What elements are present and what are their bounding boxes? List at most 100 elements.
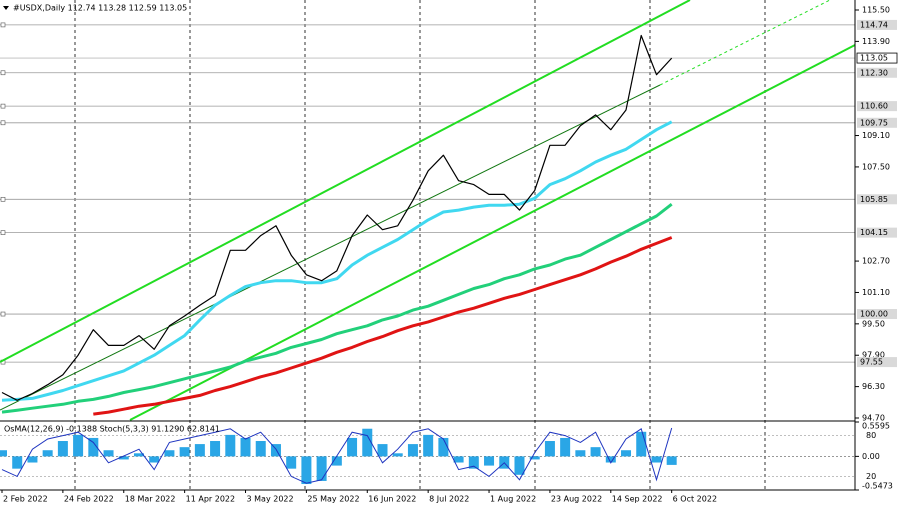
channel-upper [0,0,691,363]
plot [0,34,855,485]
osma-bar [12,456,23,469]
x-tick-label: 14 Sep 2022 [612,495,663,504]
series-line [1,34,673,401]
osma-bar [164,450,175,457]
y-tick-label: 94.70 [862,414,885,423]
series-line [93,236,673,416]
y-tick-label: 101.10 [862,288,890,297]
x-tick-label: 2 Feb 2022 [3,495,48,504]
current-price-box: 113.05 [856,52,898,64]
osma-bar [316,456,327,481]
level-label: 104.15 [860,228,888,237]
osma-bar [423,434,434,457]
y-tick-label: 102.70 [862,257,890,266]
x-tick-label: 6 Oct 2022 [673,495,717,504]
osma-bar [73,434,84,457]
osma-bar [377,444,388,457]
osma-bar [179,447,190,457]
x-tick-label: 3 May 2022 [247,495,294,504]
osma-bar [636,431,647,457]
osma-bar [392,453,403,457]
trend-mid-ext [659,0,831,86]
level-marker [0,120,6,126]
x-tick-label: 16 Jun 2022 [368,495,416,504]
y-tick-label: -0.5473 [862,482,893,491]
osma-bar [255,441,266,457]
level-marker [0,22,6,28]
osma-bar [270,444,281,457]
level-label-box: 110.60 [857,101,897,112]
menu-arrow[interactable] [3,6,9,10]
osma-bar [42,450,53,457]
osma-bar [666,456,677,465]
level-label-box: 105.85 [857,194,897,205]
series-line [1,203,673,414]
osma-bar [225,434,236,457]
osma-bar [301,456,312,485]
osma-bar [57,441,68,457]
osma-bar [514,456,525,475]
x-tick-label: 23 Aug 2022 [551,495,602,504]
current-price-bg [856,52,898,64]
level-label: 105.85 [860,195,888,204]
y-tick-label: 109.10 [862,131,890,140]
osma-bar [651,456,662,463]
level-label-box: 97.55 [857,357,897,368]
osma-bar [210,441,221,457]
level-label-bg [857,309,897,320]
x-tick-label: 1 Aug 2022 [490,495,536,504]
level-label-box: 100.00 [857,309,897,320]
level-label-bg [857,117,897,128]
channel [0,0,856,421]
vertical-grid [74,0,766,490]
y-tick-label: 96.30 [862,382,885,391]
current-price: 113.05 [860,54,888,63]
x-tick-label: 24 Feb 2022 [64,495,114,504]
osma-bar [27,456,38,463]
osma-bar [331,456,342,466]
level-label-bg [857,194,897,205]
level-marker [0,103,6,109]
osma-bar [362,428,373,457]
trend-mid [0,84,661,411]
level-marker [0,196,6,202]
osma-bar [286,456,297,469]
osma-bar [88,437,99,457]
osma-bar [484,456,495,466]
osma-bar [347,437,358,457]
y2-tick-label: 20 [866,472,876,481]
stoch-line [1,427,673,484]
level-label-bg [857,19,897,30]
x-tick-label: 25 May 2022 [307,495,359,504]
osma-bar [575,450,586,457]
osma-bar [529,456,540,460]
level-label-bg [857,227,897,238]
osma-bar [438,437,449,457]
level-label: 114.74 [860,20,888,29]
chart-title: #USDX,Daily 112.74 113.28 112.59 113.05 [13,4,187,13]
level-label-box: 104.15 [857,227,897,238]
indicator-title: OsMA(12,26,9) -0.1388 Stoch(5,3,3) 91.12… [4,425,220,434]
y-tick-label: 97.90 [862,351,885,360]
level-marker [0,311,6,317]
osma-bar [0,450,7,457]
y-tick-label: 0.00 [862,452,880,461]
level-marker [0,230,6,235]
osma-bar [560,437,571,457]
level-label: 112.30 [860,68,888,77]
x-tick-label: 11 Apr 2022 [186,495,235,504]
osma-bar [605,456,616,463]
level-label: 109.75 [860,118,888,127]
level-label-bg [857,101,897,112]
x-tick-label: 18 Mar 2022 [125,495,176,504]
level-label-box: 112.30 [857,67,897,78]
level-label: 110.60 [860,102,888,111]
osma-bar [240,437,251,457]
level-label: 97.55 [860,358,883,367]
osma-bar [103,450,114,457]
osma-bar [133,453,144,457]
osma-bar [453,456,464,463]
level-label-bg [857,67,897,78]
y2-tick-label: 80 [866,431,876,440]
